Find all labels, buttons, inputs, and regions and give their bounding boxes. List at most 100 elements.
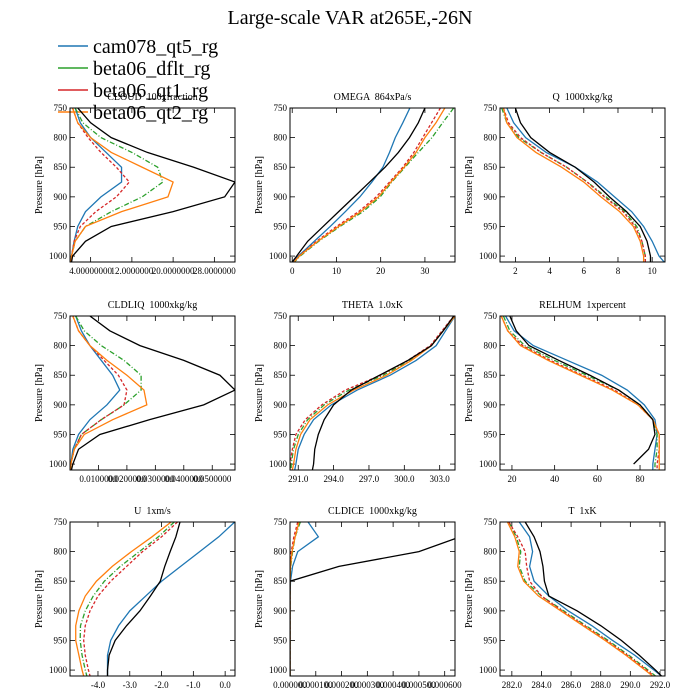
profile-line: [293, 108, 455, 262]
profile-line: [70, 316, 128, 470]
y-tick-label: 950: [274, 221, 288, 231]
y-tick-label: 800: [274, 133, 288, 143]
panel: CLDICE 1000xkg/kg Pressure [hPa] 750 800 850…: [254, 506, 462, 690]
panel: RELHUM 1xpercent Pressure [hPa] 750 800 850 9…: [464, 300, 666, 484]
x-tick-label: -2.0: [154, 680, 169, 690]
y-tick-label: 800: [274, 547, 288, 557]
x-tick-label: 286.0: [561, 680, 582, 690]
profile-line: [290, 522, 320, 676]
x-tick-label: 0.000100: [299, 680, 333, 690]
y-tick-label: 750: [274, 517, 288, 527]
y-tick-label: 900: [274, 606, 288, 616]
y-tick-label: 950: [54, 635, 68, 645]
x-tick-label: -1.0: [186, 680, 201, 690]
profile-line: [70, 108, 123, 262]
panel-title: RELHUM 1xpercent: [539, 300, 626, 311]
y-tick-label: 850: [54, 162, 68, 172]
x-tick-label: 60: [593, 474, 603, 484]
profile-line: [524, 522, 662, 676]
y-tick-label: 850: [484, 576, 498, 586]
profile-line: [518, 522, 662, 676]
y-tick-label: 750: [484, 103, 498, 113]
x-tick-label: 0.0100000: [79, 474, 118, 484]
profile-line: [106, 522, 181, 676]
profile-line: [508, 522, 656, 676]
profile-line: [502, 316, 658, 470]
y-tick-label: 950: [54, 221, 68, 231]
x-tick-label: 292.0: [650, 680, 671, 690]
x-tick-label: 288.0: [591, 680, 612, 690]
x-tick-label: 0.0: [220, 680, 232, 690]
panel: Q 1000xkg/kg Pressure [hPa] 750 800 850 900 95…: [464, 92, 666, 276]
y-tick-label: 900: [274, 192, 288, 202]
y-tick-label: 950: [484, 429, 498, 439]
y-axis-label: Pressure [hPa]: [254, 156, 265, 214]
y-tick-label: 850: [484, 162, 498, 172]
x-tick-label: 0.0300000: [136, 474, 175, 484]
profile-line: [290, 522, 299, 676]
x-tick-label: 20.0000000: [152, 266, 195, 276]
plot-frame: [499, 521, 666, 677]
profile-line: [291, 316, 455, 470]
profile-line: [290, 522, 301, 676]
plot-frame: [499, 315, 666, 471]
y-tick-label: 850: [484, 370, 498, 380]
y-tick-label: 800: [54, 133, 68, 143]
y-tick-label: 900: [54, 400, 68, 410]
x-tick-label: 0.000400: [376, 680, 410, 690]
y-axis-label: Pressure [hPa]: [34, 570, 45, 628]
profile-line: [293, 108, 441, 262]
x-tick-label: 4: [547, 266, 552, 276]
panel-title: T 1xK: [568, 506, 597, 517]
plot-frame: [69, 107, 236, 263]
x-tick-label: 8: [616, 266, 621, 276]
panel: T 1xK Pressure [hPa] 750 800 850 900 950 1000 28…: [464, 506, 671, 690]
profile-line: [514, 108, 652, 262]
y-tick-label: 1000: [49, 251, 68, 261]
x-tick-label: 4.00000000: [69, 266, 112, 276]
legend-label: cam078_qt5_rg: [93, 36, 218, 58]
y-tick-label: 750: [484, 517, 498, 527]
x-tick-label: 300.0: [394, 474, 415, 484]
x-tick-label: 303.0: [430, 474, 451, 484]
x-tick-label: 0.000000: [273, 680, 307, 690]
panel: U 1xm/s Pressure [hPa] 750 800 850 900 950 1000…: [34, 506, 236, 690]
y-tick-label: 850: [274, 370, 288, 380]
y-tick-label: 800: [484, 547, 498, 557]
x-tick-label: 10: [648, 266, 658, 276]
y-tick-label: 850: [54, 576, 68, 586]
y-tick-label: 1000: [479, 459, 498, 469]
profile-line: [504, 316, 658, 470]
x-tick-label: 294.0: [323, 474, 344, 484]
y-axis-label: Pressure [hPa]: [34, 364, 45, 422]
y-tick-label: 750: [274, 311, 288, 321]
y-tick-label: 900: [274, 400, 288, 410]
legend-label: beta06_qt2_rg: [93, 102, 208, 124]
panel-title: Q 1000xkg/kg: [553, 92, 613, 103]
x-tick-label: 12.0000000: [111, 266, 154, 276]
y-tick-label: 750: [54, 517, 68, 527]
y-tick-label: 1000: [269, 459, 288, 469]
x-tick-label: 28.0000000: [193, 266, 236, 276]
panel-title: U 1xm/s: [134, 506, 171, 517]
y-tick-label: 950: [274, 635, 288, 645]
y-tick-label: 950: [484, 221, 498, 231]
profile-line: [83, 522, 178, 676]
y-axis-label: Pressure [hPa]: [254, 364, 265, 422]
panel-title: CLDLIQ 1000xkg/kg: [108, 300, 197, 311]
figure-title: Large-scale VAR at265E,-26N: [228, 7, 473, 29]
y-tick-label: 950: [274, 429, 288, 439]
panel-title: CLOUD 100xfraction: [107, 92, 198, 103]
panel: OMEGA 864xPa/s Pressure [hPa] 750 800 850 900…: [254, 92, 456, 276]
y-tick-label: 950: [484, 635, 498, 645]
y-tick-label: 750: [484, 311, 498, 321]
profile-line: [502, 108, 646, 262]
x-tick-label: 0: [290, 266, 295, 276]
y-tick-label: 800: [54, 547, 68, 557]
profile-line: [70, 316, 235, 470]
x-tick-label: 0.0400000: [165, 474, 204, 484]
panel-title: THETA 1.0xK: [342, 300, 404, 311]
profile-line: [70, 108, 235, 262]
profile-line: [290, 537, 455, 676]
profile-line: [506, 108, 665, 262]
